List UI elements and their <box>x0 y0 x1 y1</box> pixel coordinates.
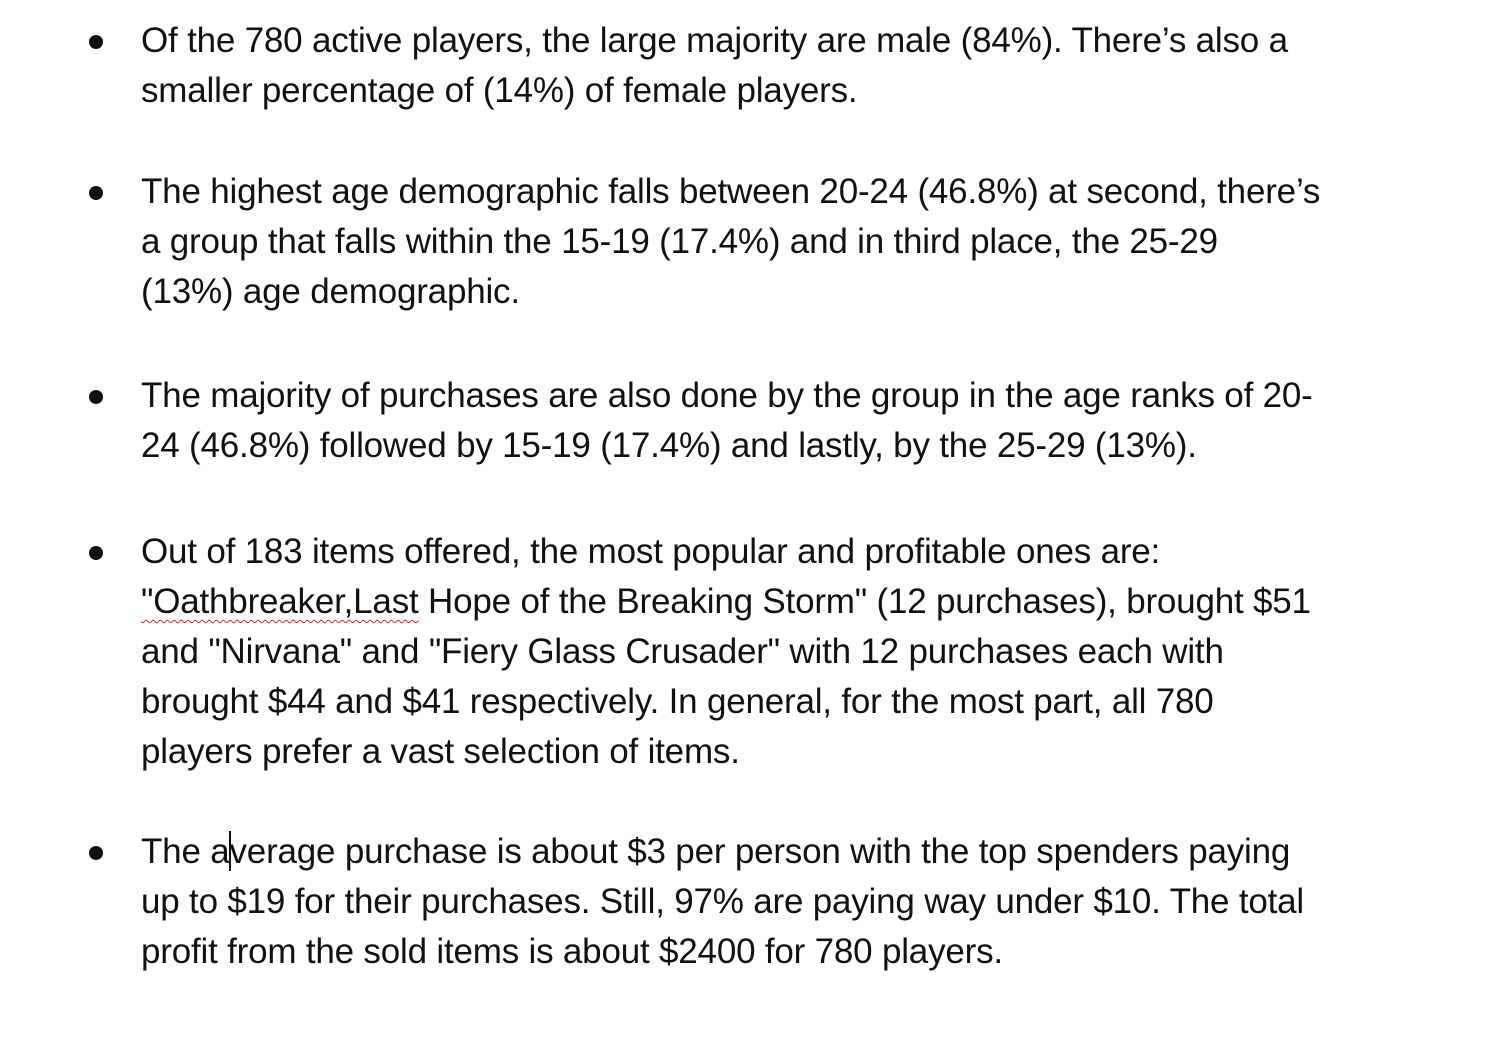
text-line: brought $44 and $41 respectively. In gen… <box>141 682 1214 721</box>
text-line: a group that falls within the 15-19 (17.… <box>141 222 1218 261</box>
text-line: players prefer a vast selection of items… <box>141 732 740 771</box>
text-line: (13%) age demographic. <box>141 272 520 311</box>
bullet-text[interactable]: The majority of purchases are also done … <box>141 371 1441 471</box>
text-line: profit from the sold items is about $240… <box>141 932 1003 971</box>
bullet-dot-icon <box>89 846 103 860</box>
text-segment: verage purchase is about $3 per person w… <box>229 832 1291 871</box>
text-line: and "Nirvana" and "Fiery Glass Crusader"… <box>141 632 1224 671</box>
text-cursor-caret <box>228 831 231 871</box>
bullet-text[interactable]: Of the 780 active players, the large maj… <box>141 16 1441 116</box>
bullet-text[interactable]: The highest age demographic falls betwee… <box>141 167 1441 317</box>
text-line: Of the 780 active players, the large maj… <box>141 21 1288 60</box>
text-line: The highest age demographic falls betwee… <box>141 172 1321 211</box>
bullet-dot-icon <box>89 35 103 49</box>
text-line: The majority of purchases are also done … <box>141 376 1313 415</box>
bullet-dot-icon <box>89 546 103 560</box>
text-line: The average purchase is about $3 per per… <box>141 827 1441 877</box>
bullet-dot-icon <box>89 390 103 404</box>
text-line: 24 (46.8%) followed by 15-19 (17.4%) and… <box>141 426 1197 465</box>
spelling-error-word[interactable]: "Oathbreaker,Last <box>141 582 419 621</box>
text-segment: Hope of the Breaking Storm" (12 purchase… <box>418 582 1311 621</box>
bullet-dot-icon <box>89 186 103 200</box>
text-line: smaller percentage of (14%) of female pl… <box>141 71 858 110</box>
text-line: "Oathbreaker,Last Hope of the Breaking S… <box>141 577 1441 627</box>
bullet-text[interactable]: Out of 183 items offered, the most popul… <box>141 527 1441 777</box>
text-line: up to $19 for their purchases. Still, 97… <box>141 882 1304 921</box>
text-segment: The a <box>141 832 230 871</box>
bullet-text[interactable]: The average purchase is about $3 per per… <box>141 827 1441 977</box>
text-line: Out of 183 items offered, the most popul… <box>141 532 1161 571</box>
